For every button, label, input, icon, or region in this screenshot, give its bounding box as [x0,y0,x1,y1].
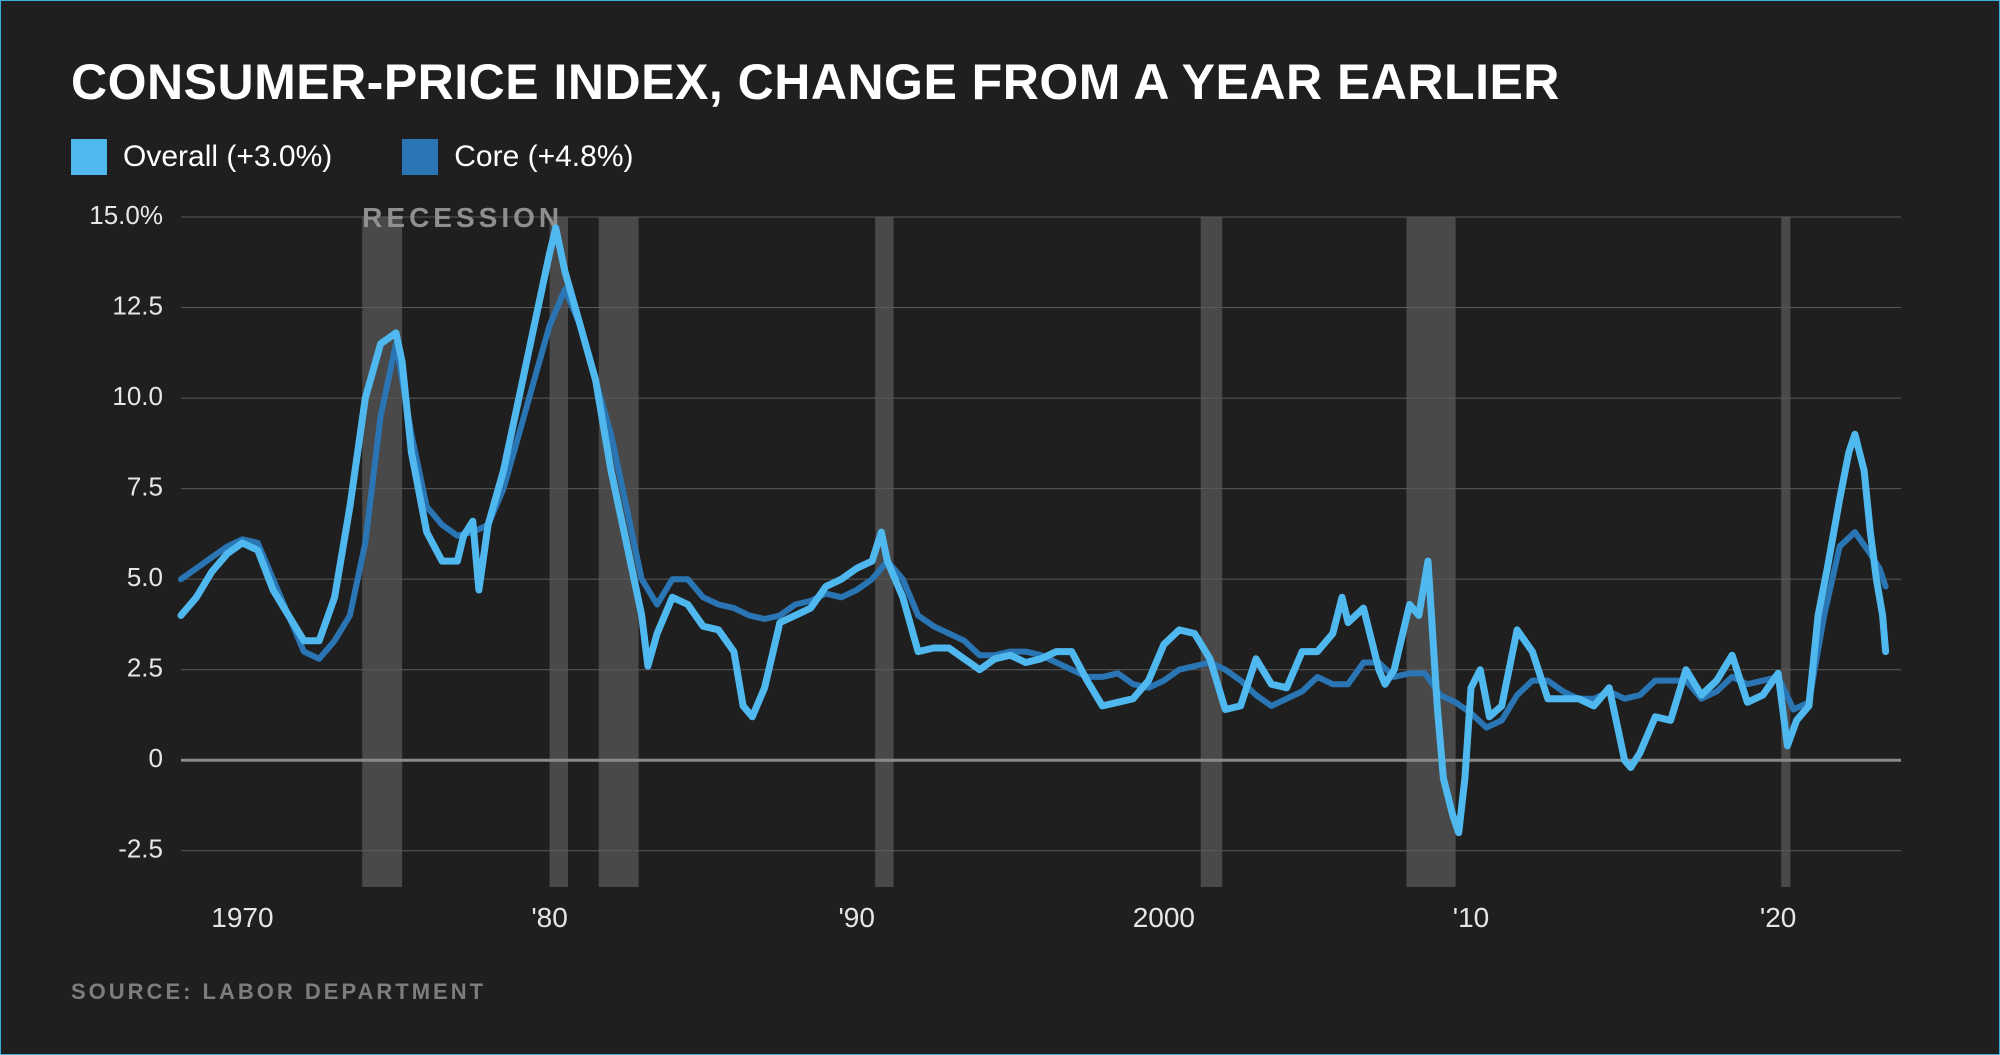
y-tick-label: 7.5 [127,471,163,501]
recession-label: RECESSION [362,202,563,233]
recession-band [599,217,639,887]
x-tick-label: '80 [531,902,568,933]
legend: Overall (+3.0%) Core (+4.8%) [71,139,1929,175]
legend-swatch-overall [71,139,107,175]
x-tick-label: 2000 [1133,902,1195,933]
x-tick-label: 1970 [211,902,273,933]
y-tick-label: 12.5 [112,290,163,320]
x-tick-label: '90 [838,902,875,933]
chart-frame: CONSUMER-PRICE INDEX, CHANGE FROM A YEAR… [0,0,2000,1055]
legend-swatch-core [402,139,438,175]
recession-band [1201,217,1223,887]
recession-band [1781,217,1790,887]
chart-plot: -2.5 0 2.5 5.0 7.5 10.0 12.5 15.0% RECESSION 1970… [71,197,1929,957]
legend-label-overall: Overall (+3.0%) [123,140,332,174]
x-tick-label: '10 [1453,902,1490,933]
y-tick-label: 0 [149,743,163,773]
legend-label-core: Core (+4.8%) [454,140,633,174]
x-tick-label: '20 [1760,902,1797,933]
legend-item-core: Core (+4.8%) [402,139,633,175]
y-tick-label: -2.5 [118,834,163,864]
source-label: SOURCE: LABOR DEPARTMENT [71,979,1929,1005]
y-tick-label: 10.0 [112,381,163,411]
chart-svg: -2.5 0 2.5 5.0 7.5 10.0 12.5 15.0% RECESSION 1970… [71,197,1931,957]
y-tick-label: 5.0 [127,562,163,592]
chart-title: CONSUMER-PRICE INDEX, CHANGE FROM A YEAR… [71,53,1929,111]
legend-item-overall: Overall (+3.0%) [71,139,332,175]
series-overall [181,228,1886,833]
recession-band [362,217,402,887]
y-tick-label: 2.5 [127,653,163,683]
y-tick-label: 15.0% [89,200,163,230]
